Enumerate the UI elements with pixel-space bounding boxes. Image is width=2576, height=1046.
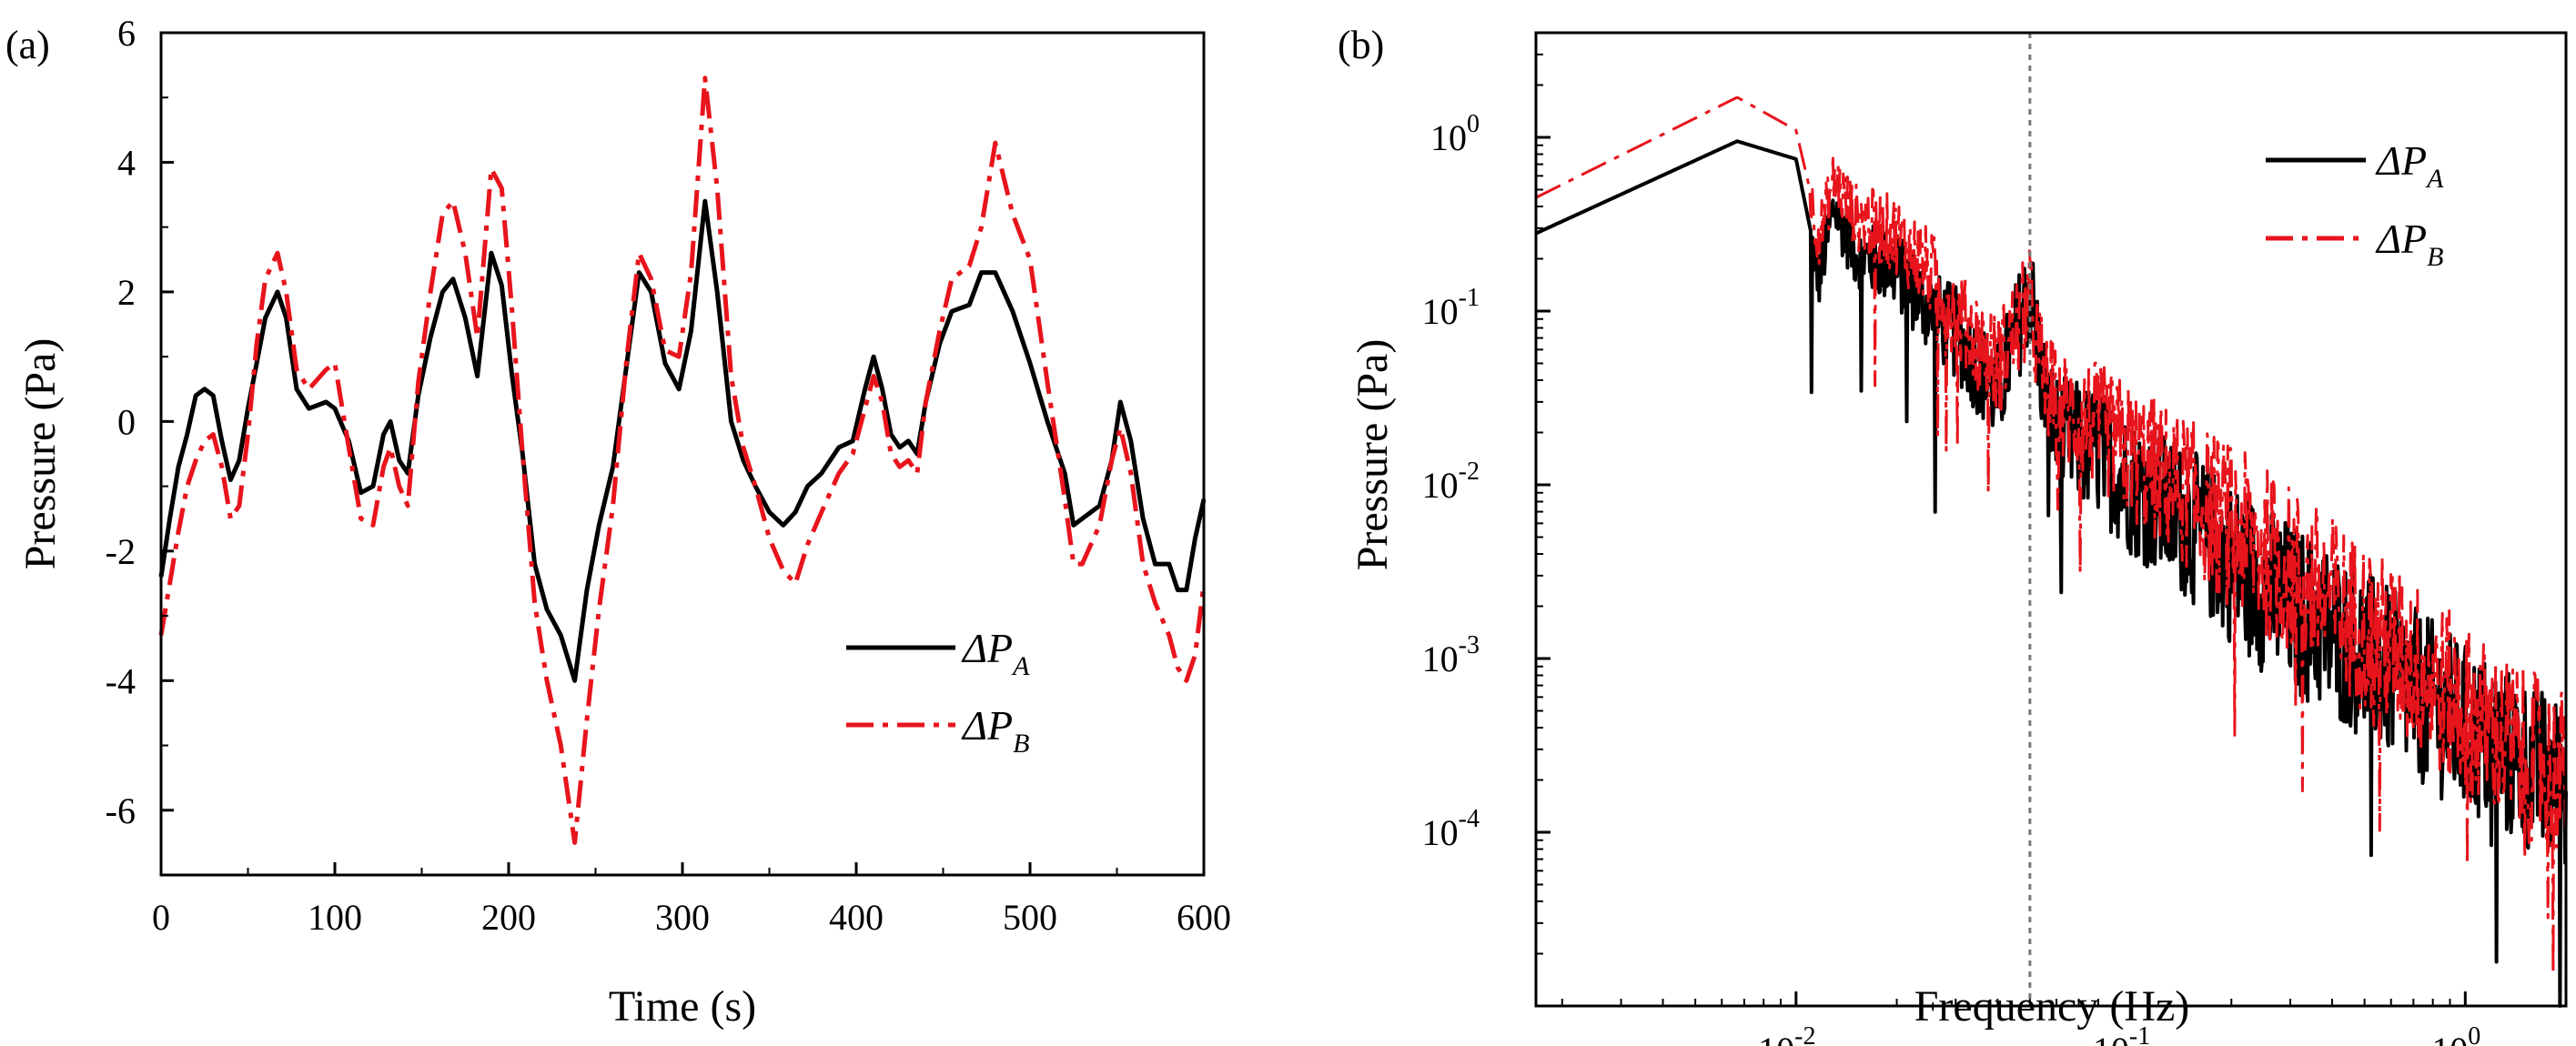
panel-b-legend-entry-a: ΔPA (2375, 137, 2444, 194)
panel-b-x-tick-label: 10-2 (1758, 1022, 1815, 1046)
panel-b-y-tick-label: 10-3 (1422, 631, 1480, 679)
panel-a-y-axis-label: Pressure (Pa) (16, 338, 65, 570)
panel-a-y-tick-label: 6 (117, 13, 136, 54)
panel-a-y-tick-label: 0 (117, 401, 136, 442)
panel-a-series-group (158, 75, 1207, 845)
panel-a-series-line-b (158, 75, 1207, 845)
panel-b-label: (b) (1338, 23, 1384, 67)
panel-a-ticks: 0 100 200 300 400 500 600 -6 -4 -2 0 2 4 6 (106, 13, 1231, 938)
panel-a-plot-frame (159, 31, 1206, 877)
panel-b-y-tick-label: 10-1 (1422, 284, 1480, 332)
panel-a-y-tick-label: -6 (106, 790, 136, 831)
panel-a-x-tick-label: 100 (308, 897, 362, 938)
panel-a-y-tick-label: -2 (106, 531, 136, 572)
panel-b-x-axis-label: Frequency (Hz) (1914, 982, 2190, 1031)
panel-b-series-line-b (1535, 96, 2568, 975)
panel-a-label: (a) (5, 23, 50, 67)
panel-b-y-tick-label: 100 (1430, 110, 1480, 158)
panel-b-series-group (1534, 96, 2568, 1008)
panel-b-x-tick-label: 100 (2431, 1022, 2480, 1046)
panel-a-legend-entry-a: ΔPA (961, 625, 1030, 681)
panel-a-legend-entry-b: ΔPB (961, 702, 1029, 759)
panel-a-x-tick-label: 0 (152, 897, 170, 938)
panel-a-series-line-a (158, 198, 1207, 683)
panel-a-x-axis-label: Time (s) (609, 982, 756, 1031)
panel-a-y-tick-label: 4 (117, 142, 136, 183)
panel-a-y-tick-label: 2 (117, 272, 136, 313)
panel-b-series-line-a (1534, 139, 2568, 1008)
panel-a-x-tick-label: 500 (1003, 897, 1057, 938)
panel-b-y-tick-label: 10-2 (1422, 458, 1480, 506)
panel-a-x-tick-label: 200 (481, 897, 536, 938)
panel-b-plot-frame (1534, 31, 2568, 1008)
panel-b-y-axis-label: Pressure (Pa) (1349, 339, 1397, 571)
panel-a-x-tick-label: 300 (655, 897, 710, 938)
panel-b-y-tick-label: 10-4 (1422, 805, 1480, 853)
panel-a-x-tick-label: 600 (1177, 897, 1231, 938)
panel-b-legend-entry-b: ΔPB (2375, 216, 2443, 272)
panel-a-y-tick-label: -4 (106, 660, 136, 701)
panel-b-legend: ΔPA ΔPB (2266, 137, 2444, 272)
panel-a-chart: (a) 0 100 200 300 400 500 600 -6 -4 -2 0 2 4 6 Time (… (5, 13, 1231, 1031)
panel-a-legend: ΔPA ΔPB (846, 625, 1030, 759)
panel-a-x-tick-label: 400 (829, 897, 884, 938)
